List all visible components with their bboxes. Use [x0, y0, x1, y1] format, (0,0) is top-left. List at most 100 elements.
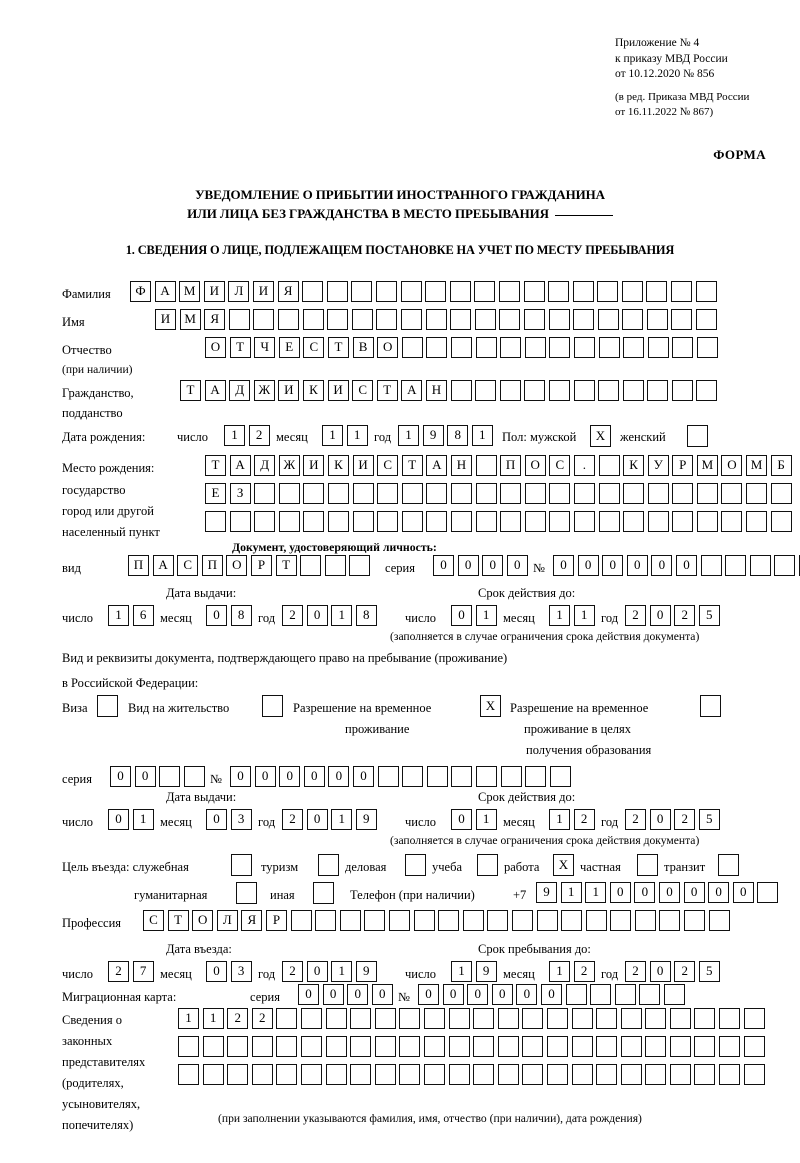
profession-cell[interactable] — [462, 910, 484, 931]
stay-valid-year-cell[interactable]: 2 — [674, 809, 696, 830]
sex-male-checkbox[interactable]: X — [590, 425, 611, 447]
birth-place-3-cell[interactable] — [426, 511, 448, 532]
citizenship-cell[interactable] — [598, 380, 620, 401]
purpose-other-checkbox[interactable] — [313, 882, 334, 904]
name-cell[interactable] — [597, 309, 619, 330]
reps-1-cell[interactable] — [669, 1008, 691, 1029]
entry-year-cell[interactable]: 9 — [355, 961, 377, 982]
reps-2-cell[interactable] — [325, 1036, 347, 1057]
birth-place-2-cell[interactable] — [573, 483, 595, 504]
stay-until-day-cell[interactable]: 1 — [451, 961, 472, 982]
surname-cell[interactable] — [474, 281, 496, 302]
stay-series-cell[interactable] — [159, 766, 181, 787]
name-cell[interactable] — [400, 309, 422, 330]
stay-number-cell[interactable] — [525, 766, 547, 787]
stay-number-cell[interactable] — [377, 766, 399, 787]
birth-place-1-cell[interactable]: Н — [450, 455, 472, 476]
stay-valid-month-cell[interactable]: 1 — [549, 809, 570, 830]
birth-place-3-cell[interactable] — [327, 511, 349, 532]
stay-valid-month-cell[interactable]: 2 — [573, 809, 595, 830]
birth-place-2-cell[interactable] — [524, 483, 546, 504]
name-cell[interactable] — [646, 309, 668, 330]
name-cell[interactable]: И — [155, 309, 176, 330]
reps-2-cell[interactable] — [448, 1036, 470, 1057]
birth-place-3-cell[interactable] — [746, 511, 768, 532]
stay-until-month-cell[interactable]: 1 — [549, 961, 570, 982]
birth-place-2-cell[interactable] — [254, 483, 276, 504]
doc-valid-year-cell[interactable]: 0 — [649, 605, 671, 626]
birth-place-3-cell[interactable] — [229, 511, 251, 532]
birth-place-2-cell[interactable] — [278, 483, 300, 504]
birth-place-2-cell[interactable] — [401, 483, 423, 504]
name-cell[interactable] — [671, 309, 693, 330]
birth-place-3-cell[interactable] — [401, 511, 423, 532]
reps-3-cell[interactable] — [251, 1064, 273, 1085]
birth-place-1-cell[interactable]: М — [746, 455, 768, 476]
doc-number-cell[interactable] — [725, 555, 747, 576]
birth-place-1-cell[interactable]: П — [500, 455, 522, 476]
citizenship-cell[interactable] — [573, 380, 595, 401]
patronymic-cell[interactable] — [623, 337, 645, 358]
profession-cell[interactable]: Т — [167, 910, 189, 931]
birth-place-2-cell[interactable] — [623, 483, 645, 504]
reps-3-cell[interactable] — [522, 1064, 544, 1085]
doc-kind-cell[interactable]: С — [177, 555, 199, 576]
birth-place-3-cell[interactable] — [475, 511, 497, 532]
reps-3-cell[interactable] — [325, 1064, 347, 1085]
mcard-number-cell[interactable]: 0 — [540, 984, 562, 1005]
temp-edu-checkbox[interactable] — [700, 695, 721, 717]
doc-issue-year-cell[interactable]: 0 — [306, 605, 328, 626]
birth-place-1-cell[interactable] — [598, 455, 620, 476]
purpose-humanitarian-checkbox[interactable] — [236, 882, 257, 904]
reps-1-cell[interactable] — [571, 1008, 593, 1029]
citizenship-cell[interactable]: Ж — [253, 380, 275, 401]
entry-day-cell[interactable]: 7 — [132, 961, 154, 982]
stay-valid-year-cell[interactable]: 5 — [698, 809, 720, 830]
doc-valid-month-cell[interactable]: 1 — [549, 605, 570, 626]
doc-number-cell[interactable]: 0 — [602, 555, 624, 576]
surname-cell[interactable] — [326, 281, 348, 302]
surname-cell[interactable]: Я — [277, 281, 299, 302]
purpose-study-checkbox[interactable] — [477, 854, 498, 876]
birth-place-3-cell[interactable] — [598, 511, 620, 532]
phone-cell[interactable]: 9 — [536, 882, 557, 903]
reps-2-cell[interactable] — [546, 1036, 568, 1057]
surname-cell[interactable] — [548, 281, 570, 302]
reps-1-cell[interactable] — [374, 1008, 396, 1029]
birth-place-2-cell[interactable] — [770, 483, 792, 504]
surname-cell[interactable] — [375, 281, 397, 302]
purpose-official-checkbox[interactable] — [231, 854, 252, 876]
temp-residence-checkbox[interactable]: X — [480, 695, 501, 717]
birth-place-1-cell[interactable]: О — [721, 455, 743, 476]
reps-2-cell[interactable] — [719, 1036, 741, 1057]
entry-month-cell[interactable]: 3 — [230, 961, 252, 982]
birth-place-2-cell[interactable] — [647, 483, 669, 504]
doc-series-cell[interactable]: 0 — [433, 555, 454, 576]
mcard-number-cell[interactable]: 0 — [516, 984, 538, 1005]
reps-row-3[interactable] — [178, 1064, 765, 1085]
doc-number-cell[interactable] — [798, 555, 800, 576]
name-cell[interactable]: М — [179, 309, 201, 330]
profession-cell[interactable] — [585, 910, 607, 931]
doc-number-cell[interactable] — [774, 555, 796, 576]
reps-3-cell[interactable] — [645, 1064, 667, 1085]
birth-place-3-cell[interactable] — [303, 511, 325, 532]
reps-2-cell[interactable] — [669, 1036, 691, 1057]
birth-place-3-cell[interactable] — [377, 511, 399, 532]
visa-checkbox[interactable] — [97, 695, 118, 717]
name-cell[interactable] — [450, 309, 472, 330]
mcard-number-cell[interactable] — [590, 984, 612, 1005]
reps-1-cell[interactable] — [743, 1008, 765, 1029]
reps-2-cell[interactable] — [571, 1036, 593, 1057]
stay-until-month-cell[interactable]: 2 — [573, 961, 595, 982]
doc-valid-month-cell[interactable]: 1 — [573, 605, 595, 626]
reps-2-cell[interactable] — [399, 1036, 421, 1057]
phone-cell[interactable]: 0 — [732, 882, 754, 903]
surname-cell[interactable]: М — [179, 281, 201, 302]
